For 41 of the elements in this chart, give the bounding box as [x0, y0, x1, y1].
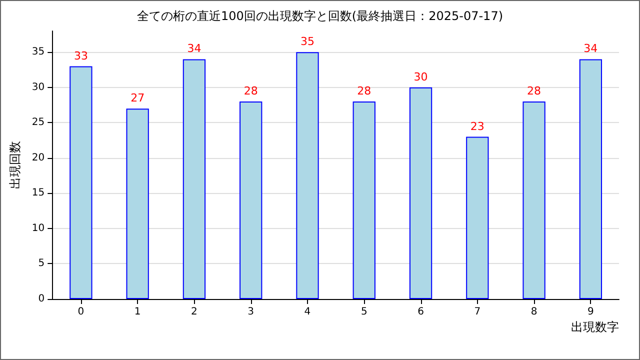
- data-label: 28: [244, 84, 258, 98]
- bar: [466, 136, 489, 299]
- x-axis-title: 出現数字: [571, 320, 619, 334]
- data-label: 28: [357, 84, 372, 98]
- data-label: 34: [584, 42, 598, 56]
- bar: [182, 59, 206, 299]
- y-tick-label: 10: [32, 222, 45, 234]
- x-tick-label: 5: [360, 306, 368, 318]
- bar: [522, 102, 546, 299]
- y-tick-label: 35: [32, 46, 45, 58]
- x-tick-label: 0: [78, 306, 84, 318]
- bar: [296, 52, 319, 299]
- bar: [126, 108, 149, 299]
- x-tick-label: 8: [530, 306, 538, 318]
- y-axis-title: 出現回数: [8, 141, 22, 189]
- y-tick-label: 0: [38, 294, 45, 304]
- x-tick-label: 9: [587, 306, 594, 318]
- y-tick-label: 5: [38, 258, 45, 270]
- data-label: 34: [187, 42, 202, 56]
- data-label: 33: [74, 49, 88, 62]
- y-tick-label: 15: [32, 188, 45, 199]
- bar: [240, 102, 262, 299]
- chart-title: 全ての桁の直近100回の出現数字と回数(最終抽選日：2025-07-17): [136, 9, 504, 23]
- y-tick-label: 30: [32, 82, 45, 93]
- x-tick-label: 3: [248, 306, 254, 318]
- bar: [352, 102, 376, 299]
- x-tick-label: 4: [304, 306, 311, 318]
- x-tick-label: 1: [134, 306, 141, 318]
- data-label: 23: [470, 120, 484, 133]
- data-label: 27: [130, 92, 145, 105]
- data-label: 30: [414, 70, 428, 84]
- data-label: 35: [300, 35, 314, 48]
- bar: [409, 87, 432, 299]
- data-label: 28: [527, 84, 542, 98]
- x-tick-label: 2: [191, 306, 198, 318]
- x-tick-label: 6: [418, 306, 424, 318]
- bar: [70, 66, 92, 299]
- bar: [579, 59, 602, 299]
- y-tick-label: 25: [32, 117, 45, 128]
- x-tick-label: 7: [474, 306, 481, 318]
- y-tick-label: 20: [32, 152, 45, 164]
